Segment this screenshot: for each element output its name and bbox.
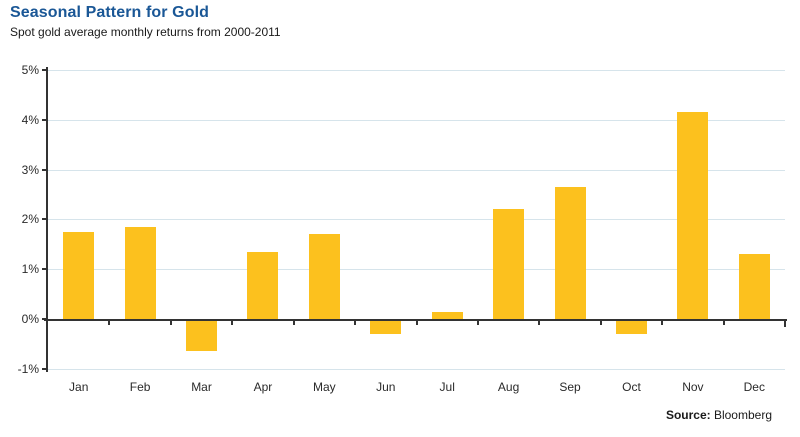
bar-Apr [247, 251, 279, 319]
source-label: Source: [665, 408, 711, 422]
y-axis-tick [42, 218, 48, 221]
y-tick-label: 0% [21, 312, 39, 326]
x-axis-tick [292, 321, 295, 325]
bar-Aug [493, 209, 525, 319]
chart-subtitle: Spot gold average monthly returns from 2… [10, 25, 281, 39]
y-axis-tick [42, 367, 48, 370]
bar-Sep [554, 187, 586, 319]
gridline-1% [48, 269, 785, 271]
bar-Mar [186, 321, 218, 352]
x-axis-tick [354, 321, 357, 325]
gridline-5% [48, 70, 785, 71]
x-axis-tick [169, 321, 172, 325]
x-tick-label-Oct: Oct [622, 380, 641, 394]
source-value: Bloomberg [710, 408, 772, 422]
x-axis-tick [476, 321, 479, 325]
x-axis-tick [784, 321, 786, 327]
bar-Oct [615, 321, 647, 334]
source-credit: Source: Bloomberg [666, 408, 772, 422]
bar-Nov [677, 112, 709, 319]
y-tick-label: 5% [21, 63, 39, 77]
bar-Jul [431, 311, 463, 319]
bar-May [308, 234, 340, 319]
bar-Jun [370, 321, 402, 334]
x-tick-label-Apr: Apr [253, 380, 273, 394]
x-axis-tick [599, 321, 602, 325]
chart-title: Seasonal Pattern for Gold [10, 4, 209, 21]
x-axis-tick [108, 321, 111, 325]
x-tick-label-Jun: Jun [376, 380, 396, 394]
x-tick-label-Dec: Dec [743, 380, 765, 394]
x-tick-label-May: May [313, 380, 336, 394]
x-tick-label-Jan: Jan [69, 380, 89, 394]
gridline--1% [48, 368, 785, 370]
y-tick-label: 1% [21, 262, 39, 277]
y-axis-line [46, 67, 48, 372]
bar-Jan [63, 231, 95, 319]
y-axis-tick [42, 168, 48, 171]
zero-axis-line [44, 319, 787, 321]
x-axis-tick [661, 321, 664, 325]
x-axis-tick [415, 321, 418, 325]
gridline-2% [48, 219, 785, 221]
y-tick-label: 4% [21, 112, 39, 127]
x-axis-tick [538, 321, 541, 325]
y-axis-tick [42, 69, 48, 71]
y-axis-tick [42, 268, 48, 271]
x-tick-label-Mar: Mar [191, 380, 212, 394]
x-tick-label-Nov: Nov [682, 380, 704, 394]
gridline-3% [48, 169, 785, 171]
y-tick-label: -1% [17, 361, 39, 376]
x-tick-label-Feb: Feb [129, 380, 151, 394]
y-tick-label: 2% [21, 212, 39, 227]
x-tick-label-Jul: Jul [439, 380, 455, 394]
x-tick-label-Sep: Sep [559, 380, 581, 394]
y-axis-tick [42, 118, 48, 121]
x-axis-tick [722, 321, 725, 325]
x-tick-label-Aug: Aug [497, 380, 520, 394]
y-tick-label: 3% [21, 162, 39, 177]
x-axis-tick [231, 321, 234, 325]
bar-Feb [124, 226, 156, 319]
bar-Dec [738, 254, 770, 319]
gridline-4% [48, 119, 785, 121]
